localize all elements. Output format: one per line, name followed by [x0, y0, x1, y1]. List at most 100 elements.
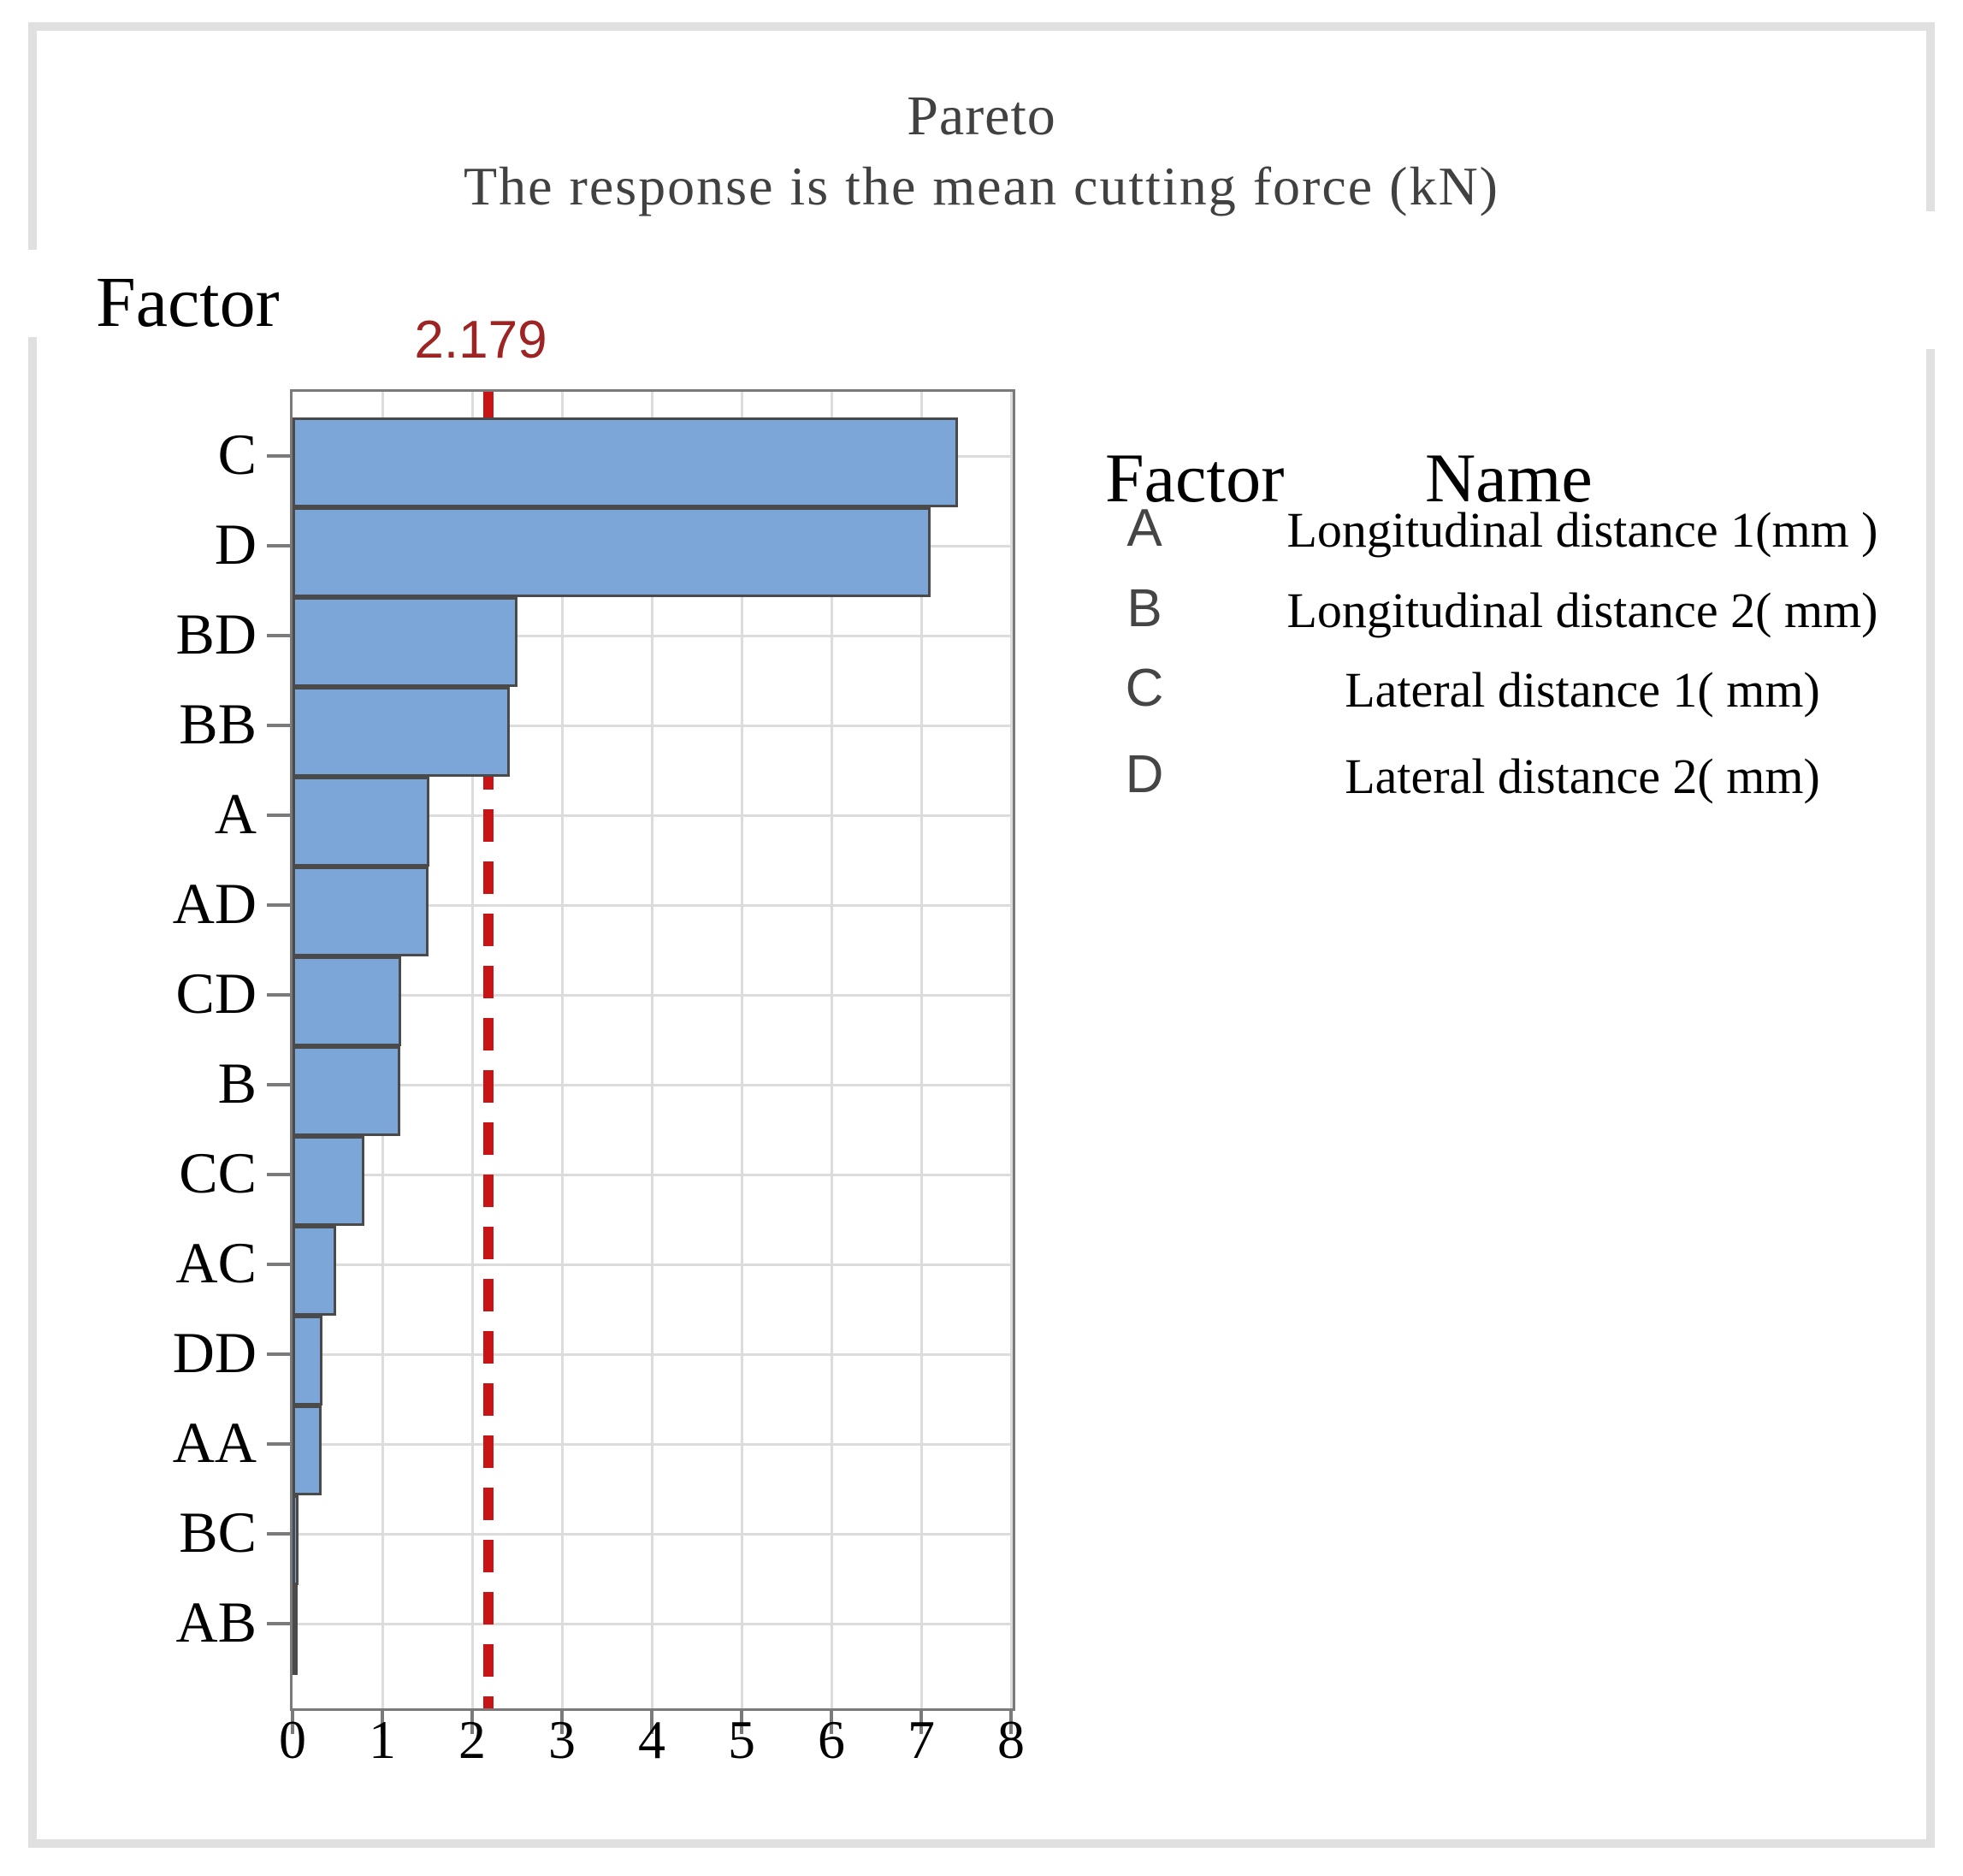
x-axis-tick: [650, 1708, 653, 1734]
frame-right-lower: [1926, 349, 1935, 1839]
legend-header-factor: Factor: [1105, 439, 1285, 517]
x-axis-label-2: 2: [458, 1709, 486, 1770]
x-axis-tick: [381, 1708, 384, 1734]
y-axis-label-AC: AC: [175, 1229, 257, 1295]
x-axis-label-8: 8: [997, 1709, 1025, 1770]
horizontal-gridline: [293, 903, 1013, 907]
legend-name-D: Lateral distance 2( mm): [1345, 749, 1820, 804]
y-axis-tick: [267, 992, 293, 997]
chart-title: Pareto: [907, 85, 1056, 147]
y-axis-label-CD: CD: [175, 960, 257, 1026]
x-axis-tick: [740, 1708, 743, 1734]
legend-name-A: Longitudinal distance 1(mm ): [1286, 502, 1878, 558]
x-axis-label-4: 4: [638, 1709, 665, 1770]
y-axis-tick: [267, 1172, 293, 1176]
horizontal-gridline: [293, 814, 1013, 817]
y-axis-label-AA: AA: [172, 1409, 257, 1475]
horizontal-gridline: [293, 1083, 1013, 1086]
vertical-gridline: [471, 392, 474, 1708]
x-axis-tick: [560, 1708, 564, 1734]
bar-CD: [293, 956, 401, 1046]
bar-AB: [293, 1585, 298, 1675]
x-axis-tick: [470, 1708, 474, 1734]
y-axis-label-BC: BC: [179, 1499, 257, 1565]
x-axis-tick: [1009, 1708, 1013, 1734]
y-axis-label-BB: BB: [179, 690, 257, 756]
y-axis-label-AB: AB: [175, 1589, 257, 1654]
bar-B: [293, 1046, 400, 1136]
bar-BD: [293, 597, 517, 687]
horizontal-gridline: [293, 724, 1013, 727]
y-axis-label-CC: CC: [179, 1139, 257, 1205]
y-axis-label-D: D: [214, 511, 257, 577]
y-axis-tick: [267, 453, 293, 458]
horizontal-gridline: [293, 1442, 1013, 1446]
y-axis-tick: [267, 723, 293, 727]
y-axis-tick: [267, 1082, 293, 1086]
y-axis-label-C: C: [217, 421, 257, 487]
legend-name-B: Longitudinal distance 2( mm): [1286, 583, 1878, 638]
y-axis-tick: [267, 1441, 293, 1446]
horizontal-gridline: [293, 1622, 1013, 1625]
y-axis-tick: [267, 1621, 293, 1625]
horizontal-gridline: [293, 1173, 1013, 1176]
frame-left-lower: [28, 337, 37, 1839]
y-axis-tick: [267, 1531, 293, 1536]
y-axis-label-AD: AD: [172, 870, 257, 936]
horizontal-gridline: [293, 1263, 1013, 1266]
x-axis-tick: [919, 1708, 923, 1734]
frame-left-upper: [28, 31, 37, 250]
bar-AC: [293, 1226, 336, 1316]
legend-factor-D: D: [1125, 745, 1164, 804]
x-axis-tick: [830, 1708, 833, 1734]
y-axis-label-DD: DD: [172, 1319, 257, 1385]
x-axis-label-6: 6: [818, 1709, 845, 1770]
frame-right-upper: [1926, 31, 1935, 211]
legend-factor-C: C: [1125, 659, 1164, 718]
legend-name-C: Lateral distance 1( mm): [1345, 662, 1820, 718]
y-axis-label-A: A: [214, 780, 257, 846]
vertical-gridline: [1010, 392, 1013, 1708]
bar-AD: [293, 867, 429, 956]
x-axis-label-5: 5: [728, 1709, 755, 1770]
y-axis-tick: [267, 1352, 293, 1356]
x-axis-label-1: 1: [369, 1709, 396, 1770]
bar-A: [293, 777, 429, 867]
horizontal-gridline: [293, 1532, 1013, 1536]
bar-DD: [293, 1316, 322, 1406]
reference-line-label: 2.179: [414, 311, 547, 370]
horizontal-gridline: [293, 1352, 1013, 1356]
legend-header-name: Name: [1425, 439, 1593, 517]
y-axis-title: Factor: [96, 263, 280, 342]
vertical-gridline: [651, 392, 653, 1708]
horizontal-gridline: [293, 634, 1013, 637]
vertical-gridline: [561, 392, 564, 1708]
vertical-gridline: [741, 392, 743, 1708]
x-axis-label-0: 0: [279, 1709, 306, 1770]
bar-D: [293, 507, 931, 597]
x-axis-label-3: 3: [548, 1709, 576, 1770]
horizontal-gridline: [293, 993, 1013, 997]
y-axis-tick: [267, 813, 293, 817]
bar-C: [293, 417, 958, 507]
legend-factor-A: A: [1126, 499, 1162, 558]
vertical-gridline: [920, 392, 923, 1708]
chart-subtitle: The response is the mean cutting force (…: [464, 156, 1499, 216]
bar-BB: [293, 687, 510, 777]
y-axis-label-BD: BD: [175, 601, 257, 666]
y-axis-label-B: B: [217, 1050, 257, 1116]
frame-top: [28, 22, 1935, 31]
y-axis-tick: [267, 543, 293, 547]
legend-factor-B: B: [1126, 579, 1162, 638]
y-axis-tick: [267, 1262, 293, 1266]
bar-AA: [293, 1406, 322, 1495]
x-axis-label-7: 7: [908, 1709, 935, 1770]
y-axis-tick: [267, 633, 293, 637]
plot-area: [290, 389, 1015, 1711]
x-axis-tick: [291, 1708, 294, 1734]
frame-bottom: [28, 1839, 1935, 1848]
y-axis-tick: [267, 902, 293, 907]
bar-BC: [293, 1495, 299, 1585]
bar-CC: [293, 1136, 364, 1226]
